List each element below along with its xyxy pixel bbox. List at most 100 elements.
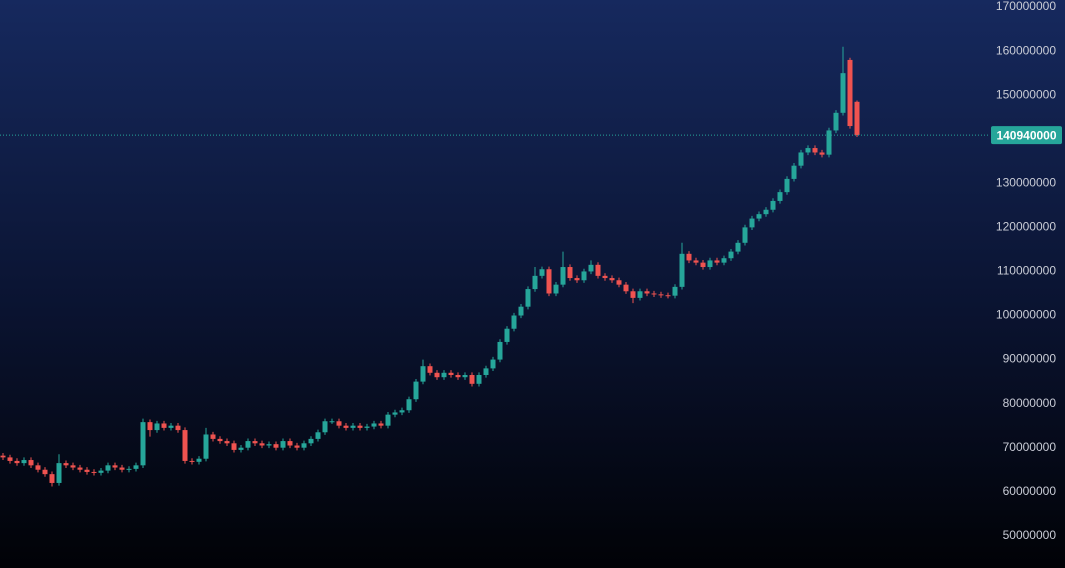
candle-body [441, 372, 447, 378]
candle-body [357, 425, 363, 428]
candle-body [280, 441, 286, 448]
candle-body [112, 465, 118, 468]
candle-body [294, 445, 300, 448]
candle-body [476, 374, 482, 384]
candle-body [833, 112, 839, 131]
y-tick-label: 150000000 [996, 87, 1056, 101]
candle-body [504, 328, 510, 342]
candle-body [665, 295, 671, 297]
candle-body [595, 264, 601, 276]
candle-body [847, 59, 853, 127]
candle-body [252, 441, 258, 444]
candle-body [763, 209, 769, 215]
candle-body [567, 267, 573, 279]
y-tick-label: 80000000 [1003, 396, 1057, 410]
candle-body [427, 366, 433, 373]
y-tick-label: 100000000 [996, 308, 1056, 322]
candle-body [133, 465, 139, 469]
candle-body [189, 460, 195, 462]
candle-body [308, 438, 314, 444]
candle-body [658, 294, 664, 296]
candle-body [35, 465, 41, 470]
candle-body [616, 280, 622, 285]
candle-body [784, 178, 790, 193]
candle-body [203, 434, 209, 459]
candle-body [70, 465, 76, 468]
price-label: 140940000 [996, 128, 1056, 142]
candle-body [84, 469, 90, 472]
candle-body [343, 425, 349, 428]
candle-body [49, 474, 55, 483]
candle-body [630, 291, 636, 298]
candle-body [154, 423, 160, 431]
candle-body [217, 438, 223, 442]
candle-body [497, 341, 503, 360]
candle-body [644, 291, 650, 294]
candle-body [805, 148, 811, 153]
y-tick-label: 60000000 [1003, 484, 1057, 498]
candle-body [581, 271, 587, 281]
candle-body [483, 368, 489, 375]
y-tick-label: 110000000 [997, 264, 1057, 278]
candle-body [56, 463, 62, 483]
candle-body [469, 374, 475, 384]
candle-body [0, 455, 6, 458]
candle-body [602, 275, 608, 279]
candle-body [175, 425, 181, 431]
candle-body [560, 267, 566, 285]
candle-body [518, 306, 524, 316]
candle-body [301, 443, 307, 448]
candle-body [854, 101, 860, 136]
candle-body [147, 422, 153, 431]
candle-body [721, 258, 727, 263]
candle-body [238, 447, 244, 450]
candle-body [91, 471, 97, 473]
candle-body [224, 441, 230, 444]
candle-body [700, 262, 706, 268]
candle-body [735, 242, 741, 252]
candle-body [434, 372, 440, 378]
candle-body [119, 467, 125, 470]
y-tick-label: 170000000 [996, 0, 1056, 13]
y-tick-label: 120000000 [996, 220, 1056, 234]
candle-body [7, 457, 13, 461]
y-tick-label: 160000000 [996, 43, 1056, 57]
candle-body [756, 214, 762, 219]
candle-body [21, 460, 27, 464]
candle-body [259, 443, 265, 446]
candle-body [574, 278, 580, 281]
candle-body [637, 291, 643, 298]
candle-body [63, 463, 69, 466]
candle-body [840, 73, 846, 113]
candle-body [385, 414, 391, 426]
candle-body [609, 278, 615, 281]
candle-body [336, 421, 342, 426]
candle-body [511, 315, 517, 329]
candle-body [623, 284, 629, 292]
candle-body [826, 130, 832, 155]
candle-body [686, 253, 692, 261]
candle-body [28, 460, 34, 466]
candle-body [42, 469, 48, 475]
candle-body [168, 425, 174, 428]
y-tick-label: 70000000 [1003, 440, 1057, 454]
candle-body [742, 227, 748, 243]
candle-body [98, 470, 104, 473]
candle-body [798, 152, 804, 166]
candle-body [791, 165, 797, 179]
candle-body [539, 269, 545, 276]
candle-body [329, 421, 335, 423]
candle-body [777, 192, 783, 201]
y-tick-label: 90000000 [1003, 352, 1057, 366]
candle-body [770, 200, 776, 210]
candle-body [392, 412, 398, 415]
candle-body [273, 444, 279, 448]
y-tick-label: 130000000 [996, 175, 1056, 189]
candle-body [210, 434, 216, 439]
candle-body [728, 251, 734, 259]
candle-body [315, 432, 321, 439]
y-tick-label: 50000000 [1003, 528, 1057, 542]
price-label-box [991, 126, 1062, 145]
